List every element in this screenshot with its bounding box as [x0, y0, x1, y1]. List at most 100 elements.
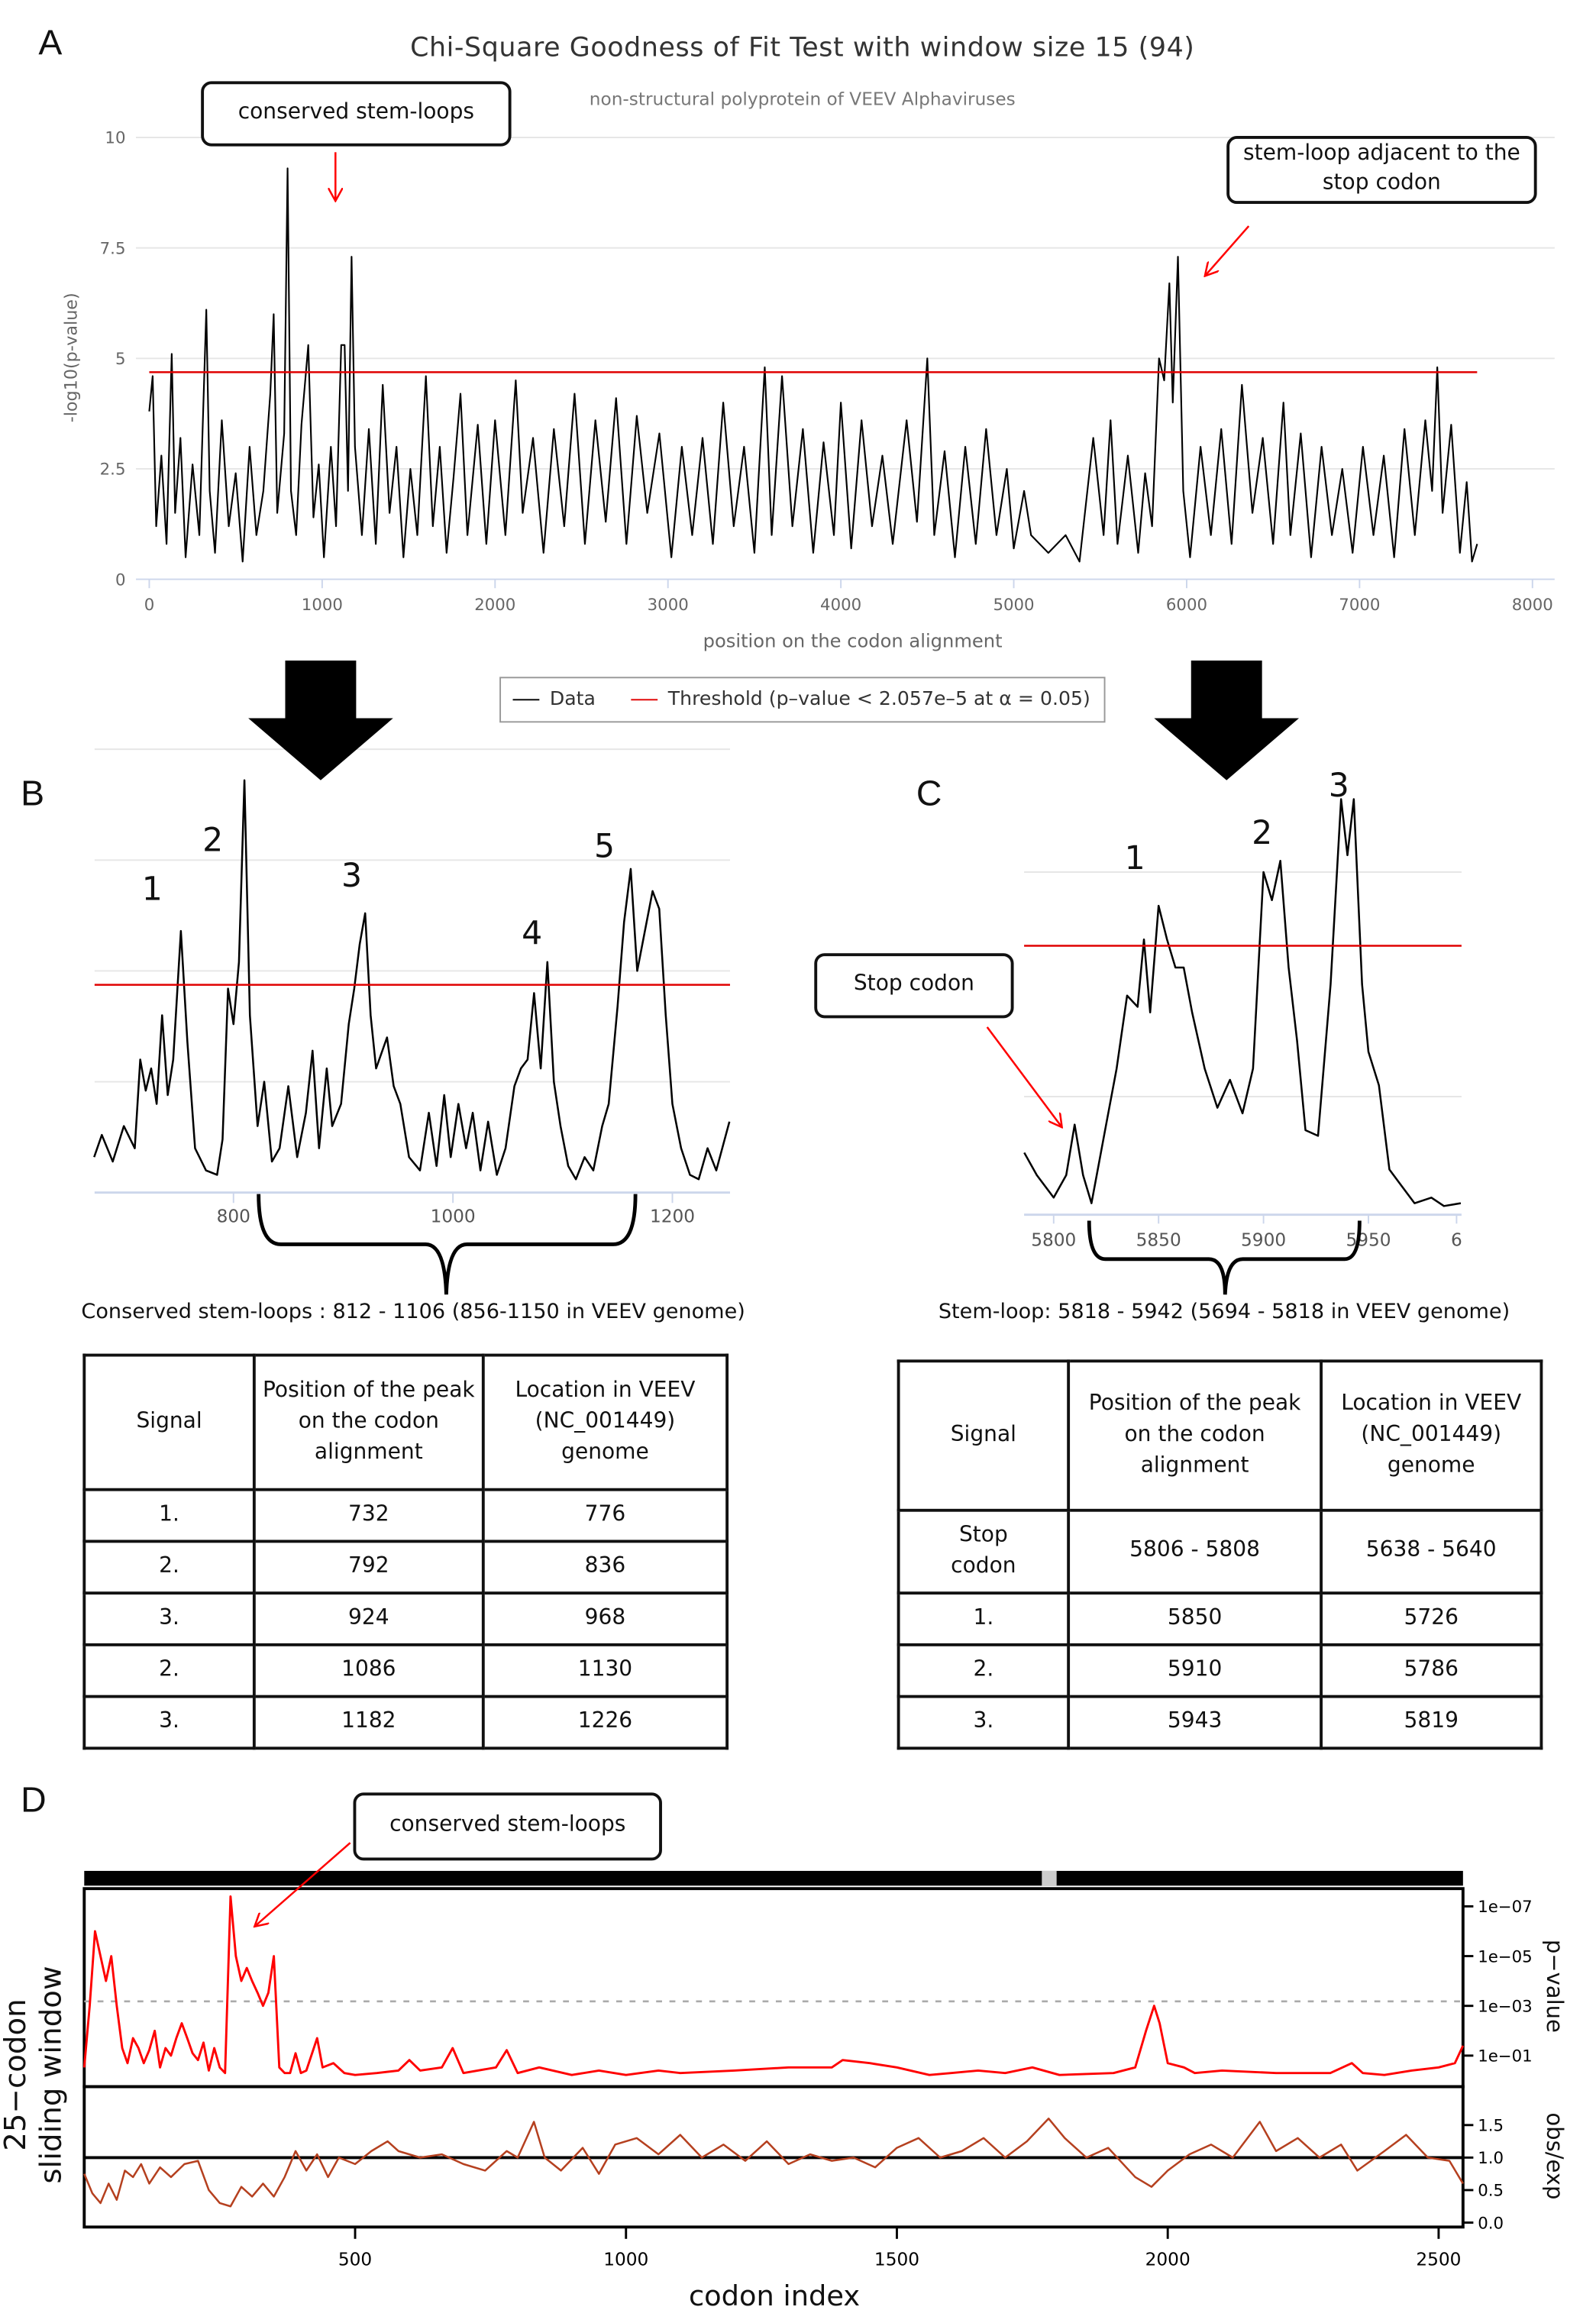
cell: 5726: [1320, 1591, 1543, 1646]
panel-label-d: D: [21, 1780, 47, 1821]
y-tick-label: 1.5: [1478, 2117, 1504, 2136]
x-tick-label: 5950: [1346, 1229, 1391, 1250]
y-axis-label: -log10(p-value): [62, 292, 82, 422]
cell: 732: [252, 1488, 485, 1543]
pvalue-panel-frame: [82, 1887, 1465, 2089]
ylabel-left-line-1: 25−codon: [0, 1998, 33, 2151]
header-location: Location in VEEV (NC_001449) genome: [1320, 1359, 1543, 1512]
chart-a-subtitle: non-structural polyprotein of VEEV Alpha…: [589, 89, 1016, 110]
cell: 3.: [82, 1695, 256, 1750]
x-tick-label: 1500: [874, 2250, 919, 2270]
annotation-arrow-stop-codon: [986, 1026, 1061, 1126]
data-series-line: [1023, 798, 1462, 1207]
legend-swatch-threshold: [631, 698, 658, 701]
x-tick-label: 5000: [993, 596, 1034, 615]
x-axis-label: position on the codon alignment: [703, 631, 1003, 652]
cell: 2.: [82, 1540, 256, 1595]
legend-label-threshold: Threshold (p–value < 2.057e–5 at α = 0.0…: [667, 688, 1090, 711]
genome-bar: [84, 1870, 1463, 1886]
genome-bar-gap: [1042, 1870, 1057, 1886]
ylabel-left-line-2: sliding window: [32, 1966, 69, 2184]
x-tick-label: 0: [144, 596, 155, 615]
x-tick-label: 5900: [1241, 1229, 1286, 1250]
cell: 5638 - 5640: [1320, 1508, 1543, 1595]
y-tick-label: 1e−05: [1478, 1947, 1533, 1966]
x-tick-label: 7000: [1339, 596, 1380, 615]
peak-label-b-3: 3: [341, 858, 363, 896]
x-tick-label: 2500: [1416, 2250, 1461, 2270]
cell: 1.: [897, 1591, 1071, 1646]
header-signal: Signal: [897, 1359, 1071, 1512]
y-tick-label: 5: [115, 350, 126, 369]
down-arrow-icon-right: [1154, 661, 1300, 780]
y-tick-label: 0.0: [1478, 2214, 1504, 2233]
table-row: 2. 792 836: [82, 1540, 729, 1595]
cell: 776: [481, 1488, 729, 1543]
table-row: 3. 1182 1226: [82, 1695, 729, 1750]
chart-d-ylabel-left: 25−codon sliding window: [0, 1956, 68, 2193]
panel-label-b: B: [21, 774, 45, 815]
caption-c: Stem-loop: 5818 - 5942 (5694 - 5818 in V…: [938, 1300, 1510, 1324]
y-tick-label: 0.5: [1478, 2182, 1504, 2201]
cell: 3.: [82, 1591, 256, 1646]
table-row: 3. 924 968: [82, 1591, 729, 1646]
cell: 1226: [481, 1695, 729, 1750]
x-tick-label: 4000: [820, 596, 861, 615]
cell: 924: [252, 1591, 485, 1646]
peak-label-b-4: 4: [522, 916, 543, 954]
cell: 3.: [897, 1695, 1071, 1750]
cell: 5819: [1320, 1695, 1543, 1750]
table-header-row: Signal Position of the peak on the codon…: [82, 1353, 729, 1491]
peak-label-c-2: 2: [1252, 816, 1273, 853]
cell: 5850: [1067, 1591, 1323, 1646]
chart-d-xlabel: codon index: [688, 2279, 861, 2313]
cell: 1086: [252, 1643, 485, 1698]
table-row: 3. 5943 5819: [897, 1695, 1543, 1750]
peak-label-b-1: 1: [141, 871, 163, 909]
x-tick-label: 500: [338, 2250, 372, 2270]
table-c: Signal Position of the peak on the codon…: [897, 1359, 1543, 1750]
cell: 5943: [1067, 1695, 1323, 1750]
y-tick-label: 1e−07: [1478, 1898, 1533, 1917]
header-position: Position of the peak on the codon alignm…: [252, 1353, 485, 1491]
x-tick-label: 800: [217, 1206, 250, 1226]
cell: 5806 - 5808: [1067, 1508, 1323, 1595]
chart-c: 5800 5850 5900 5950 6: [1023, 798, 1462, 1250]
down-arrow-icon-left: [248, 661, 393, 780]
cell: 5786: [1320, 1643, 1543, 1698]
x-tick-label: 1200: [650, 1206, 695, 1226]
table-row: Stop codon 5806 - 5808 5638 - 5640: [897, 1508, 1543, 1595]
y-tick-label: 1e−03: [1478, 1997, 1533, 2016]
peak-label-c-1: 1: [1124, 841, 1145, 878]
x-tick-label: 3000: [648, 596, 689, 615]
chart-d: 1e−07 1e−05 1e−03 1e−01 0.0 0.5 1.0 1.5 500 1000 1…: [82, 1870, 1533, 2270]
annotation-stop-codon: Stop codon: [814, 953, 1014, 1019]
x-tick-label: 5850: [1136, 1229, 1181, 1250]
peak-label-c-3: 3: [1328, 768, 1349, 806]
cell: 836: [481, 1540, 729, 1595]
header-signal: Signal: [82, 1353, 256, 1491]
y-tick-label: 0: [115, 570, 126, 590]
chart-b: 800 1000 1200: [93, 748, 731, 1226]
chart-d-ylabel-obsexp: obs/exp: [1541, 2112, 1569, 2200]
obsexp-series-line: [83, 2118, 1464, 2208]
annotation-d-conserved-stem-loops: conserved stem-loops: [353, 1792, 662, 1861]
legend-swatch-data: [512, 698, 540, 701]
x-tick-label: 2000: [474, 596, 515, 615]
chart-d-ylabel-pvalue: p−value: [1541, 1939, 1569, 2033]
table-row: 2. 5910 5786: [897, 1643, 1543, 1698]
data-series-line: [93, 779, 731, 1181]
annotation-arrow-d-conserved: [256, 1842, 351, 1925]
cell: 2.: [82, 1643, 256, 1698]
cell: 968: [481, 1591, 729, 1646]
chart-a: 0 2.5 5 7.5 10 0 1000 2000 3000 4000 5000 6000 7000 8…: [62, 129, 1555, 652]
chart-a-title: Chi-Square Goodness of Fit Test with win…: [410, 32, 1195, 64]
x-tick-label: 5800: [1031, 1229, 1076, 1250]
pvalue-series-line: [82, 1895, 1465, 2076]
table-row: 1. 732 776: [82, 1488, 729, 1543]
chart-a-legend: Data Threshold (p–value < 2.057e–5 at α …: [499, 677, 1106, 723]
y-tick-label: 2.5: [100, 460, 126, 480]
x-tick-label: 2000: [1145, 2250, 1191, 2270]
cell: Stop codon: [897, 1508, 1071, 1595]
